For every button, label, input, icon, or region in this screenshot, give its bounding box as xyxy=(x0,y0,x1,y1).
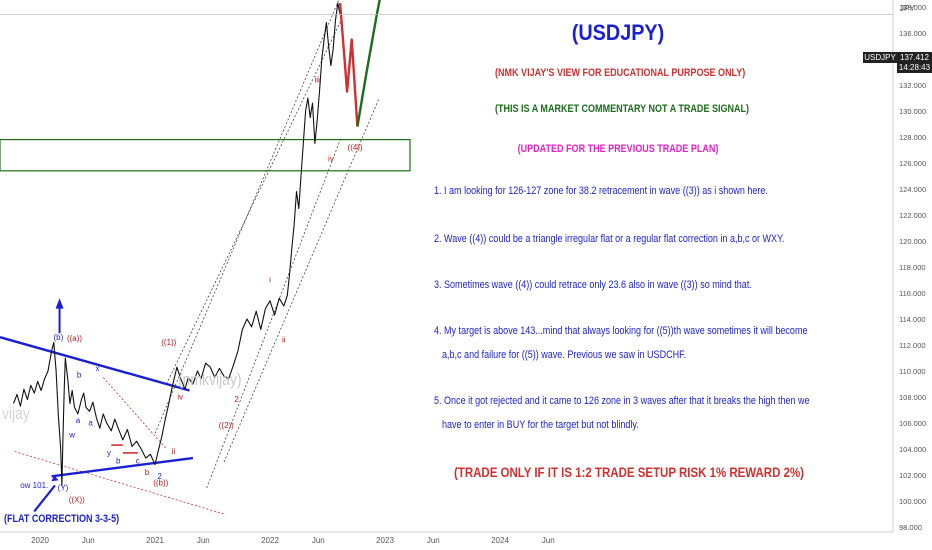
wave-label: c xyxy=(136,456,140,465)
x-tick-label: 2022 xyxy=(261,536,279,545)
projection-green-path xyxy=(356,0,381,127)
wave-label: b xyxy=(116,456,121,465)
channel-mid-line xyxy=(206,136,342,489)
flat-correction-label: (FLAT CORRECTION 3-3-5) xyxy=(4,513,120,525)
wave-label: iii xyxy=(314,75,320,84)
red-lower-channel xyxy=(14,451,225,515)
y-tick-label: 118.000 xyxy=(899,263,926,272)
price-line xyxy=(12,2,341,486)
y-tick-label: 110.000 xyxy=(899,367,926,376)
y-tick-label: 128.000 xyxy=(899,133,926,142)
y-tick-label: 106.000 xyxy=(899,419,926,428)
currency-label: JPY xyxy=(900,4,915,13)
diag-arrow-shaft xyxy=(33,484,56,513)
note-1: 1. I am looking for 126-127 zone for 38.… xyxy=(434,185,768,197)
wave-label: ii xyxy=(282,335,286,344)
wave-label: w xyxy=(68,430,75,439)
up-arrow-head xyxy=(55,298,64,309)
wave-label: (Y) xyxy=(58,484,69,493)
x-tick-label: Jun xyxy=(312,536,325,545)
bar-countdown: 14:28:43 xyxy=(897,63,932,73)
lower-trendline xyxy=(51,456,194,478)
updated-note: (UPDATED FOR THE PREVIOUS TRADE PLAN) xyxy=(517,143,719,155)
commentary-note: (THIS IS A MARKET COMMENTARY NOT A TRADE… xyxy=(495,103,750,115)
wave-label: 2 xyxy=(234,395,239,404)
wave-label: x xyxy=(96,364,100,373)
watermark-left: vijay xyxy=(2,404,30,423)
retracement-zone-box xyxy=(0,139,411,172)
wave-label: iv xyxy=(328,155,334,164)
watermark: (nmkvijay) xyxy=(178,370,242,389)
x-tick-label: Jun xyxy=(197,536,210,545)
x-tick-label: 2020 xyxy=(31,536,49,545)
y-tick-label: 136.000 xyxy=(899,29,926,38)
x-tick-label: 2024 xyxy=(491,536,509,545)
x-tick-label: 2021 xyxy=(146,536,164,545)
last-price-badge: USDJPY xyxy=(863,52,897,63)
note-2: 2. Wave ((4)) could be a triangle irregu… xyxy=(434,233,785,245)
note-4-line-2: a,b,c and failure for ((5)) wave. Previo… xyxy=(442,349,687,361)
wave-label: ((2)) xyxy=(219,421,234,430)
y-tick-label: 102.000 xyxy=(899,471,926,480)
y-tick-label: 108.000 xyxy=(899,393,926,402)
note-5-line-1: 5. Once it got rejected and it came to 1… xyxy=(434,395,810,407)
wave-label: (b) xyxy=(54,333,64,342)
note-4-line-1: 4. My target is above 143...mind that al… xyxy=(434,325,808,337)
wave-label: ii xyxy=(172,447,176,456)
channel-upper-line xyxy=(154,0,340,434)
y-tick-label: 98.000 xyxy=(899,523,922,532)
wave-label: b xyxy=(145,468,150,477)
y-tick-label: 126.000 xyxy=(899,159,926,168)
wave-label: ow 101. xyxy=(20,481,48,490)
wave-label: i xyxy=(269,276,271,285)
x-tick-label: Jun xyxy=(542,536,555,545)
projection-red-path xyxy=(338,3,359,127)
y-tick-label: 122.000 xyxy=(899,211,926,220)
x-tick-label: Jun xyxy=(427,536,440,545)
y-tick-label: 132.000 xyxy=(899,81,926,90)
wave-label: ((4)) xyxy=(348,143,363,152)
wave-label: ((a)) xyxy=(67,334,82,343)
wave-label: ((1)) xyxy=(161,338,176,347)
x-tick-label: 2023 xyxy=(376,536,394,545)
wave-label: iv xyxy=(177,393,183,402)
wave-label: ((b)) xyxy=(153,478,168,487)
wave-label: 2 xyxy=(157,472,162,481)
chart-title: (USDJPY) xyxy=(571,20,665,45)
y-tick-label: 100.000 xyxy=(899,497,926,506)
wave-label: ((X)) xyxy=(69,495,85,504)
red-upper-channel xyxy=(102,377,167,450)
y-tick-label: 124.000 xyxy=(899,185,926,194)
wave-label: a xyxy=(88,419,93,428)
y-tick-label: 104.000 xyxy=(899,445,926,454)
y-tick-label: 116.000 xyxy=(899,289,926,298)
channel-lower-line xyxy=(223,97,380,463)
trade-rule-note: (TRADE ONLY IF IT IS 1:2 TRADE SETUP RIS… xyxy=(454,464,804,480)
educational-note: (NMK VIJAY'S VIEW FOR EDUCATIONAL PURPOS… xyxy=(495,67,746,79)
note-5-line-2: have to enter in BUY for the target but … xyxy=(442,419,639,431)
y-tick-label: 120.000 xyxy=(899,237,926,246)
last-price-value: 137.412 xyxy=(897,52,932,63)
note-3: 3. Sometimes wave ((4)) could retrace on… xyxy=(434,279,752,291)
y-tick-label: 112.000 xyxy=(899,341,926,350)
upper-trendline xyxy=(0,336,190,392)
diag-arrow-head xyxy=(51,475,59,482)
wave-label: a xyxy=(76,416,81,425)
y-tick-label: 130.000 xyxy=(899,107,926,116)
channel-inner-line xyxy=(166,19,342,385)
wave-label: y xyxy=(107,449,111,458)
wave-label: b xyxy=(77,371,82,380)
y-tick-label: 138.000 xyxy=(899,3,926,12)
y-tick-label: 114.000 xyxy=(899,315,926,324)
x-tick-label: Jun xyxy=(82,536,95,545)
